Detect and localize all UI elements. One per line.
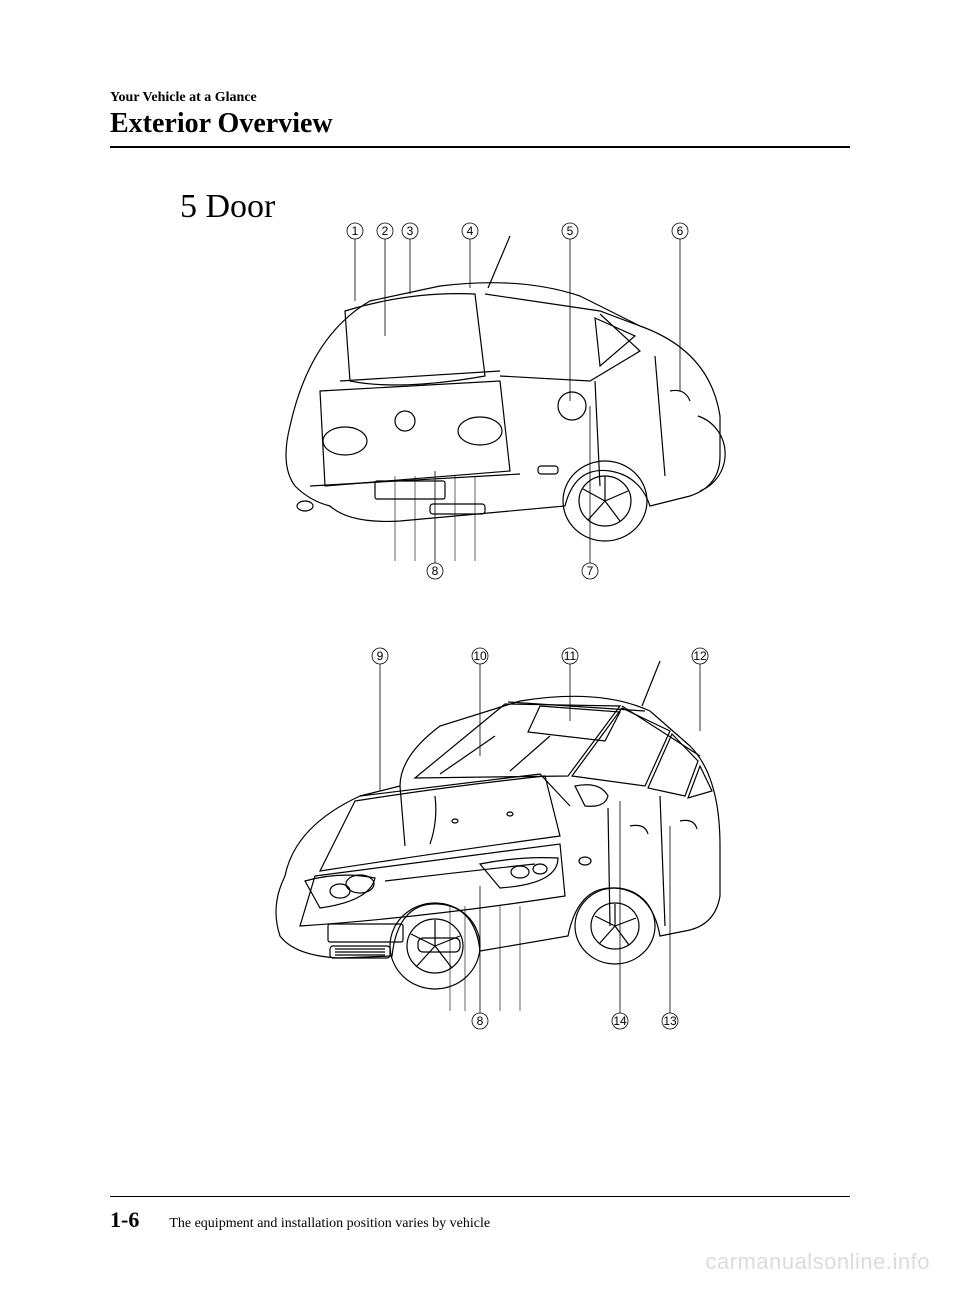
breadcrumb: Your Vehicle at a Glance	[110, 90, 850, 106]
svg-text:8: 8	[432, 564, 439, 578]
svg-text:14: 14	[613, 1014, 627, 1028]
svg-text:6: 6	[677, 224, 684, 238]
front-vehicle-svg: 9 10 11 12 8 14 13	[200, 626, 760, 1046]
svg-text:10: 10	[473, 649, 487, 663]
svg-text:12: 12	[693, 649, 707, 663]
watermark: carmanualsonline.info	[705, 1249, 930, 1275]
svg-text:11: 11	[564, 649, 577, 663]
footer-note: The equipment and installation position …	[169, 1216, 490, 1232]
rear-diagram: 1 2 3 4 5 6 8 7	[200, 206, 760, 606]
svg-text:2: 2	[382, 224, 389, 238]
section-title: Exterior Overview	[110, 108, 850, 140]
svg-text:3: 3	[407, 224, 414, 238]
footer: 1-6 The equipment and installation posit…	[110, 1196, 850, 1233]
header: Your Vehicle at a Glance Exterior Overvi…	[110, 90, 850, 148]
svg-text:4: 4	[467, 224, 474, 238]
front-diagram: 9 10 11 12 8 14 13	[200, 626, 760, 1046]
svg-text:7: 7	[587, 564, 594, 578]
manual-page: Your Vehicle at a Glance Exterior Overvi…	[0, 0, 960, 1293]
svg-text:1: 1	[352, 224, 359, 238]
svg-text:8: 8	[477, 1014, 484, 1028]
header-divider	[110, 146, 850, 148]
page-number: 1-6	[110, 1207, 139, 1233]
rear-vehicle-svg: 1 2 3 4 5 6 8 7	[200, 206, 760, 606]
svg-text:5: 5	[567, 224, 574, 238]
svg-text:13: 13	[663, 1014, 677, 1028]
svg-text:9: 9	[377, 649, 384, 663]
